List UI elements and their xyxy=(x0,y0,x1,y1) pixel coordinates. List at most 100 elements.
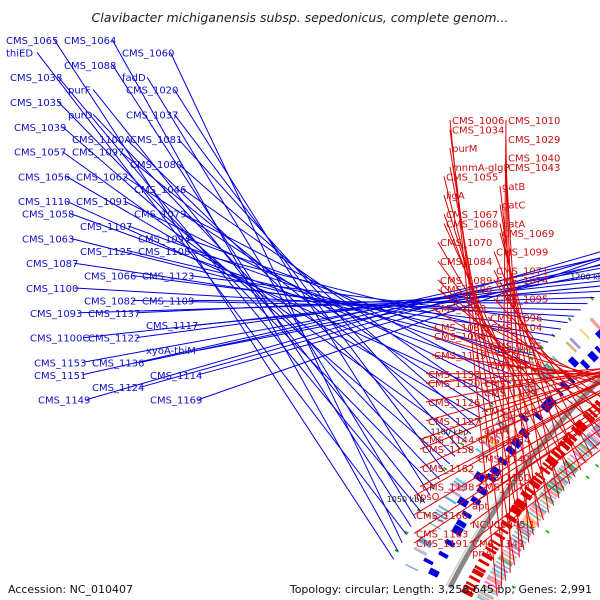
gene-label[interactable]: CMS_1055 xyxy=(446,172,498,183)
gene-label[interactable]: CMS_1062 xyxy=(76,172,128,183)
gene-label[interactable]: CMS_1079 xyxy=(134,210,186,221)
gene-label[interactable]: ligA xyxy=(446,191,465,202)
gene-label[interactable]: NCU06945.1 xyxy=(472,520,535,531)
gene-label[interactable]: CMS_1100 xyxy=(26,284,78,295)
gene-label[interactable]: purM xyxy=(452,144,477,155)
gene-label[interactable]: CMS_1150 xyxy=(478,473,530,484)
gene-label[interactable]: CMS_1097 xyxy=(72,148,124,159)
gene-label[interactable]: CMS_1123 xyxy=(142,272,194,283)
gene-label[interactable]: CMS_1143 xyxy=(484,407,536,418)
gene-label[interactable]: CMS_1046 xyxy=(134,185,186,196)
gene-label[interactable]: fadD xyxy=(122,73,146,84)
gene-label[interactable]: purF xyxy=(68,86,91,97)
gene-label[interactable]: CMS_1107 xyxy=(80,222,132,233)
gene-label[interactable]: CMS_1160 xyxy=(416,511,468,522)
gene-label[interactable]: priA xyxy=(472,548,492,559)
gene-label[interactable]: CMS_1006 xyxy=(452,116,504,127)
gene-label[interactable]: CMS_1124 xyxy=(92,383,144,394)
gene-label[interactable]: CMS_1020 xyxy=(126,86,178,97)
gene-label[interactable]: CMS_1083 xyxy=(434,304,486,315)
gene-label[interactable]: CMS_1088 xyxy=(64,61,116,72)
gene-label[interactable]: apt xyxy=(472,501,488,512)
gene-label[interactable]: purD xyxy=(68,110,93,121)
gene-label[interactable]: CMS_1127 xyxy=(428,417,480,428)
gene-label[interactable]: mnmA-glgP xyxy=(452,163,510,174)
gene-label[interactable]: CMS_1069 xyxy=(502,229,554,240)
gene-label[interactable]: CMS_1138 xyxy=(422,483,474,494)
gene-label[interactable]: CMS_1137 xyxy=(88,309,140,320)
gene-label[interactable]: CMS_1114 xyxy=(150,371,202,382)
gene-label[interactable]: CMS_1065 xyxy=(6,36,58,47)
gene-label[interactable]: CMS_1133 xyxy=(428,370,480,381)
gene-label[interactable]: CMS_1122 xyxy=(88,334,140,345)
gene-label[interactable]: CMS_1091 xyxy=(76,197,128,208)
gene-label[interactable]: CMS_1125 xyxy=(80,247,132,258)
gene-label[interactable]: CMS_1040 xyxy=(508,154,560,165)
gene-label[interactable]: CMS_1060 xyxy=(122,48,174,59)
gene-label[interactable]: CMS_1058 xyxy=(22,210,74,221)
gene-label[interactable]: CMS_1136 xyxy=(92,358,144,369)
gene-label[interactable]: CMS_1158 xyxy=(422,445,474,456)
gene-label[interactable]: CMS_1134 xyxy=(478,436,530,447)
gene-label[interactable]: CMS_1147 xyxy=(478,454,530,465)
gene-label[interactable]: CMS_1099 xyxy=(496,248,548,259)
gene-label[interactable]: CMS_1066 xyxy=(84,272,136,283)
gene-label[interactable]: CMS_1106 xyxy=(440,285,492,296)
gene-label[interactable]: CMS_1081 xyxy=(130,135,182,146)
gene-label[interactable]: CMS_1090 xyxy=(434,332,486,343)
gene-label[interactable]: CMS_1080 xyxy=(130,160,182,171)
gene-label[interactable]: CMS_1039 xyxy=(14,123,66,134)
gene-label[interactable]: CMS_1089 xyxy=(440,276,492,287)
gene-label[interactable]: CMS_1100A xyxy=(72,135,131,146)
gene-label[interactable]: CMS_1100C xyxy=(30,334,89,345)
gene-label[interactable]: CMS_1119 xyxy=(434,351,486,362)
gene-label[interactable]: CMS_1010 xyxy=(508,116,560,127)
gene-label[interactable]: CMS_1191 xyxy=(416,539,468,550)
gene-label[interactable]: CMS_1056 xyxy=(18,172,70,183)
gene-label[interactable]: CMS_1169 xyxy=(150,396,202,407)
gene-label[interactable]: CMS_1139 xyxy=(484,389,536,400)
gene-label[interactable]: CMS_1071 xyxy=(496,266,548,277)
gene-label[interactable]: CMS_1094 xyxy=(138,234,190,245)
gene-label[interactable]: CMS_1141 xyxy=(472,539,524,550)
gene-label[interactable]: CMS_1108 xyxy=(138,247,190,258)
gene-label[interactable]: CMS_1144 xyxy=(422,436,474,447)
gene-label[interactable]: CMS_1118 xyxy=(490,360,542,371)
gene-label[interactable]: CMS_1035 xyxy=(10,98,62,109)
gene-label[interactable]: rpsO xyxy=(416,492,440,503)
gene-label[interactable]: CMS_1057 xyxy=(14,148,66,159)
gene-label[interactable]: CMS_1163 xyxy=(416,530,468,541)
gene-label[interactable]: CMS_1151 xyxy=(34,371,86,382)
gene-label[interactable]: CMS_1109 xyxy=(142,296,194,307)
gene-label[interactable]: CMS_1093 xyxy=(30,309,82,320)
gene-label[interactable]: CMS_1034 xyxy=(452,125,504,136)
gene-label[interactable]: CMS_1096 xyxy=(490,313,542,324)
gene-label[interactable]: CMS_1068 xyxy=(446,219,498,230)
gene-label[interactable]: CMS_1174 xyxy=(478,483,530,494)
gene-label[interactable]: gatB xyxy=(502,182,525,193)
gene-label[interactable]: aspA xyxy=(484,426,509,437)
gene-label[interactable]: CMS_1153 xyxy=(34,358,86,369)
gene-label[interactable]: CMS_1063 xyxy=(22,234,74,245)
gene-label[interactable]: CMS_1074 xyxy=(496,276,548,287)
gene-label[interactable]: thiED xyxy=(6,48,33,59)
gene-label[interactable]: CMS_1064 xyxy=(64,36,116,47)
gene-label[interactable]: CMS_1082 xyxy=(84,296,136,307)
gene-label[interactable]: CMS_1029 xyxy=(508,135,560,146)
gene-label[interactable]: CMS_1110 xyxy=(18,197,70,208)
gene-label[interactable]: CMS_1149 xyxy=(38,396,90,407)
gene-label[interactable]: CMS_1126 xyxy=(428,398,480,409)
gene-label[interactable]: CMS_1105 xyxy=(490,342,542,353)
gene-label[interactable]: gatC xyxy=(502,201,525,212)
gene-label[interactable]: CMS_1095 xyxy=(496,295,548,306)
gene-label[interactable]: CMS_1086 xyxy=(434,323,486,334)
gene-label[interactable]: CMS_1070 xyxy=(440,238,492,249)
gene-label[interactable]: gatA xyxy=(502,219,525,230)
gene-label[interactable]: CMS_1087 xyxy=(26,259,78,270)
gene-label[interactable]: CMS_1037 xyxy=(126,110,178,121)
gene-label[interactable]: CMS_1038 xyxy=(10,73,62,84)
gene-label[interactable]: CMS_1120 xyxy=(428,379,480,390)
gene-label[interactable]: CMS_1104 xyxy=(490,323,542,334)
gene-label[interactable]: CMS_1067 xyxy=(446,210,498,221)
gene-label[interactable]: CMS_1043 xyxy=(508,163,560,174)
